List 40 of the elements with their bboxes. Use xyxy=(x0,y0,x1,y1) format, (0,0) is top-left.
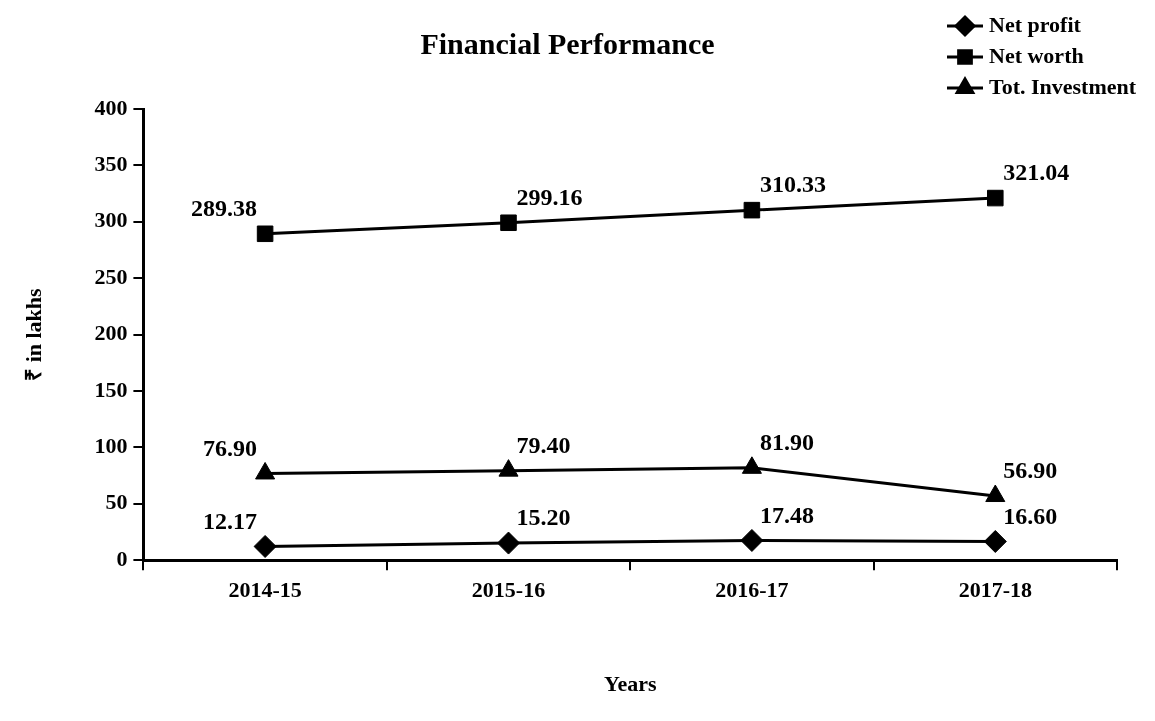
chart-title: Financial Performance xyxy=(420,26,715,60)
point xyxy=(256,225,274,243)
data-label: 76.90 xyxy=(203,434,258,461)
data-label: 12.17 xyxy=(203,507,258,534)
y-tick-label: 0 xyxy=(116,545,128,571)
x-tick-label: 2016-17 xyxy=(715,577,789,603)
x-tick-label: 2015-16 xyxy=(471,577,546,603)
x-tick-label: 2014-15 xyxy=(228,577,302,603)
point xyxy=(253,534,277,558)
data-label: 79.40 xyxy=(516,431,571,458)
data-label: 15.20 xyxy=(516,504,571,531)
point xyxy=(987,189,1004,207)
x-tick-label: 2017-18 xyxy=(958,577,1032,603)
point xyxy=(983,529,1007,553)
data-label: 81.90 xyxy=(759,429,814,456)
y-tick-label: 200 xyxy=(94,320,128,346)
y-tick-label: 100 xyxy=(94,433,128,459)
data-label: 17.48 xyxy=(759,501,814,528)
point xyxy=(740,528,764,552)
data-label: 310.33 xyxy=(759,171,826,198)
y-tick-label: 150 xyxy=(94,376,128,402)
data-label: 16.60 xyxy=(1003,502,1058,529)
y-tick-label: 300 xyxy=(94,207,128,233)
point xyxy=(500,214,517,232)
y-tick-label: 350 xyxy=(94,151,128,177)
data-label: 289.38 xyxy=(191,194,258,221)
x-axis-title: Years xyxy=(603,671,657,697)
y-axis-title: ₹ in lakhs xyxy=(20,287,46,381)
data-label: 321.04 xyxy=(1003,159,1070,186)
point xyxy=(743,201,761,219)
legend-label: Tot. Investment xyxy=(989,73,1137,99)
legend-label: Net profit xyxy=(989,11,1082,37)
y-tick-label: 400 xyxy=(94,94,128,120)
point xyxy=(497,531,520,555)
data-label: 56.90 xyxy=(1003,457,1058,484)
legend-label: Net worth xyxy=(989,42,1084,68)
point xyxy=(985,484,1006,503)
y-tick-label: 250 xyxy=(94,263,128,289)
y-tick-label: 50 xyxy=(105,489,128,515)
data-label: 299.16 xyxy=(516,183,583,210)
